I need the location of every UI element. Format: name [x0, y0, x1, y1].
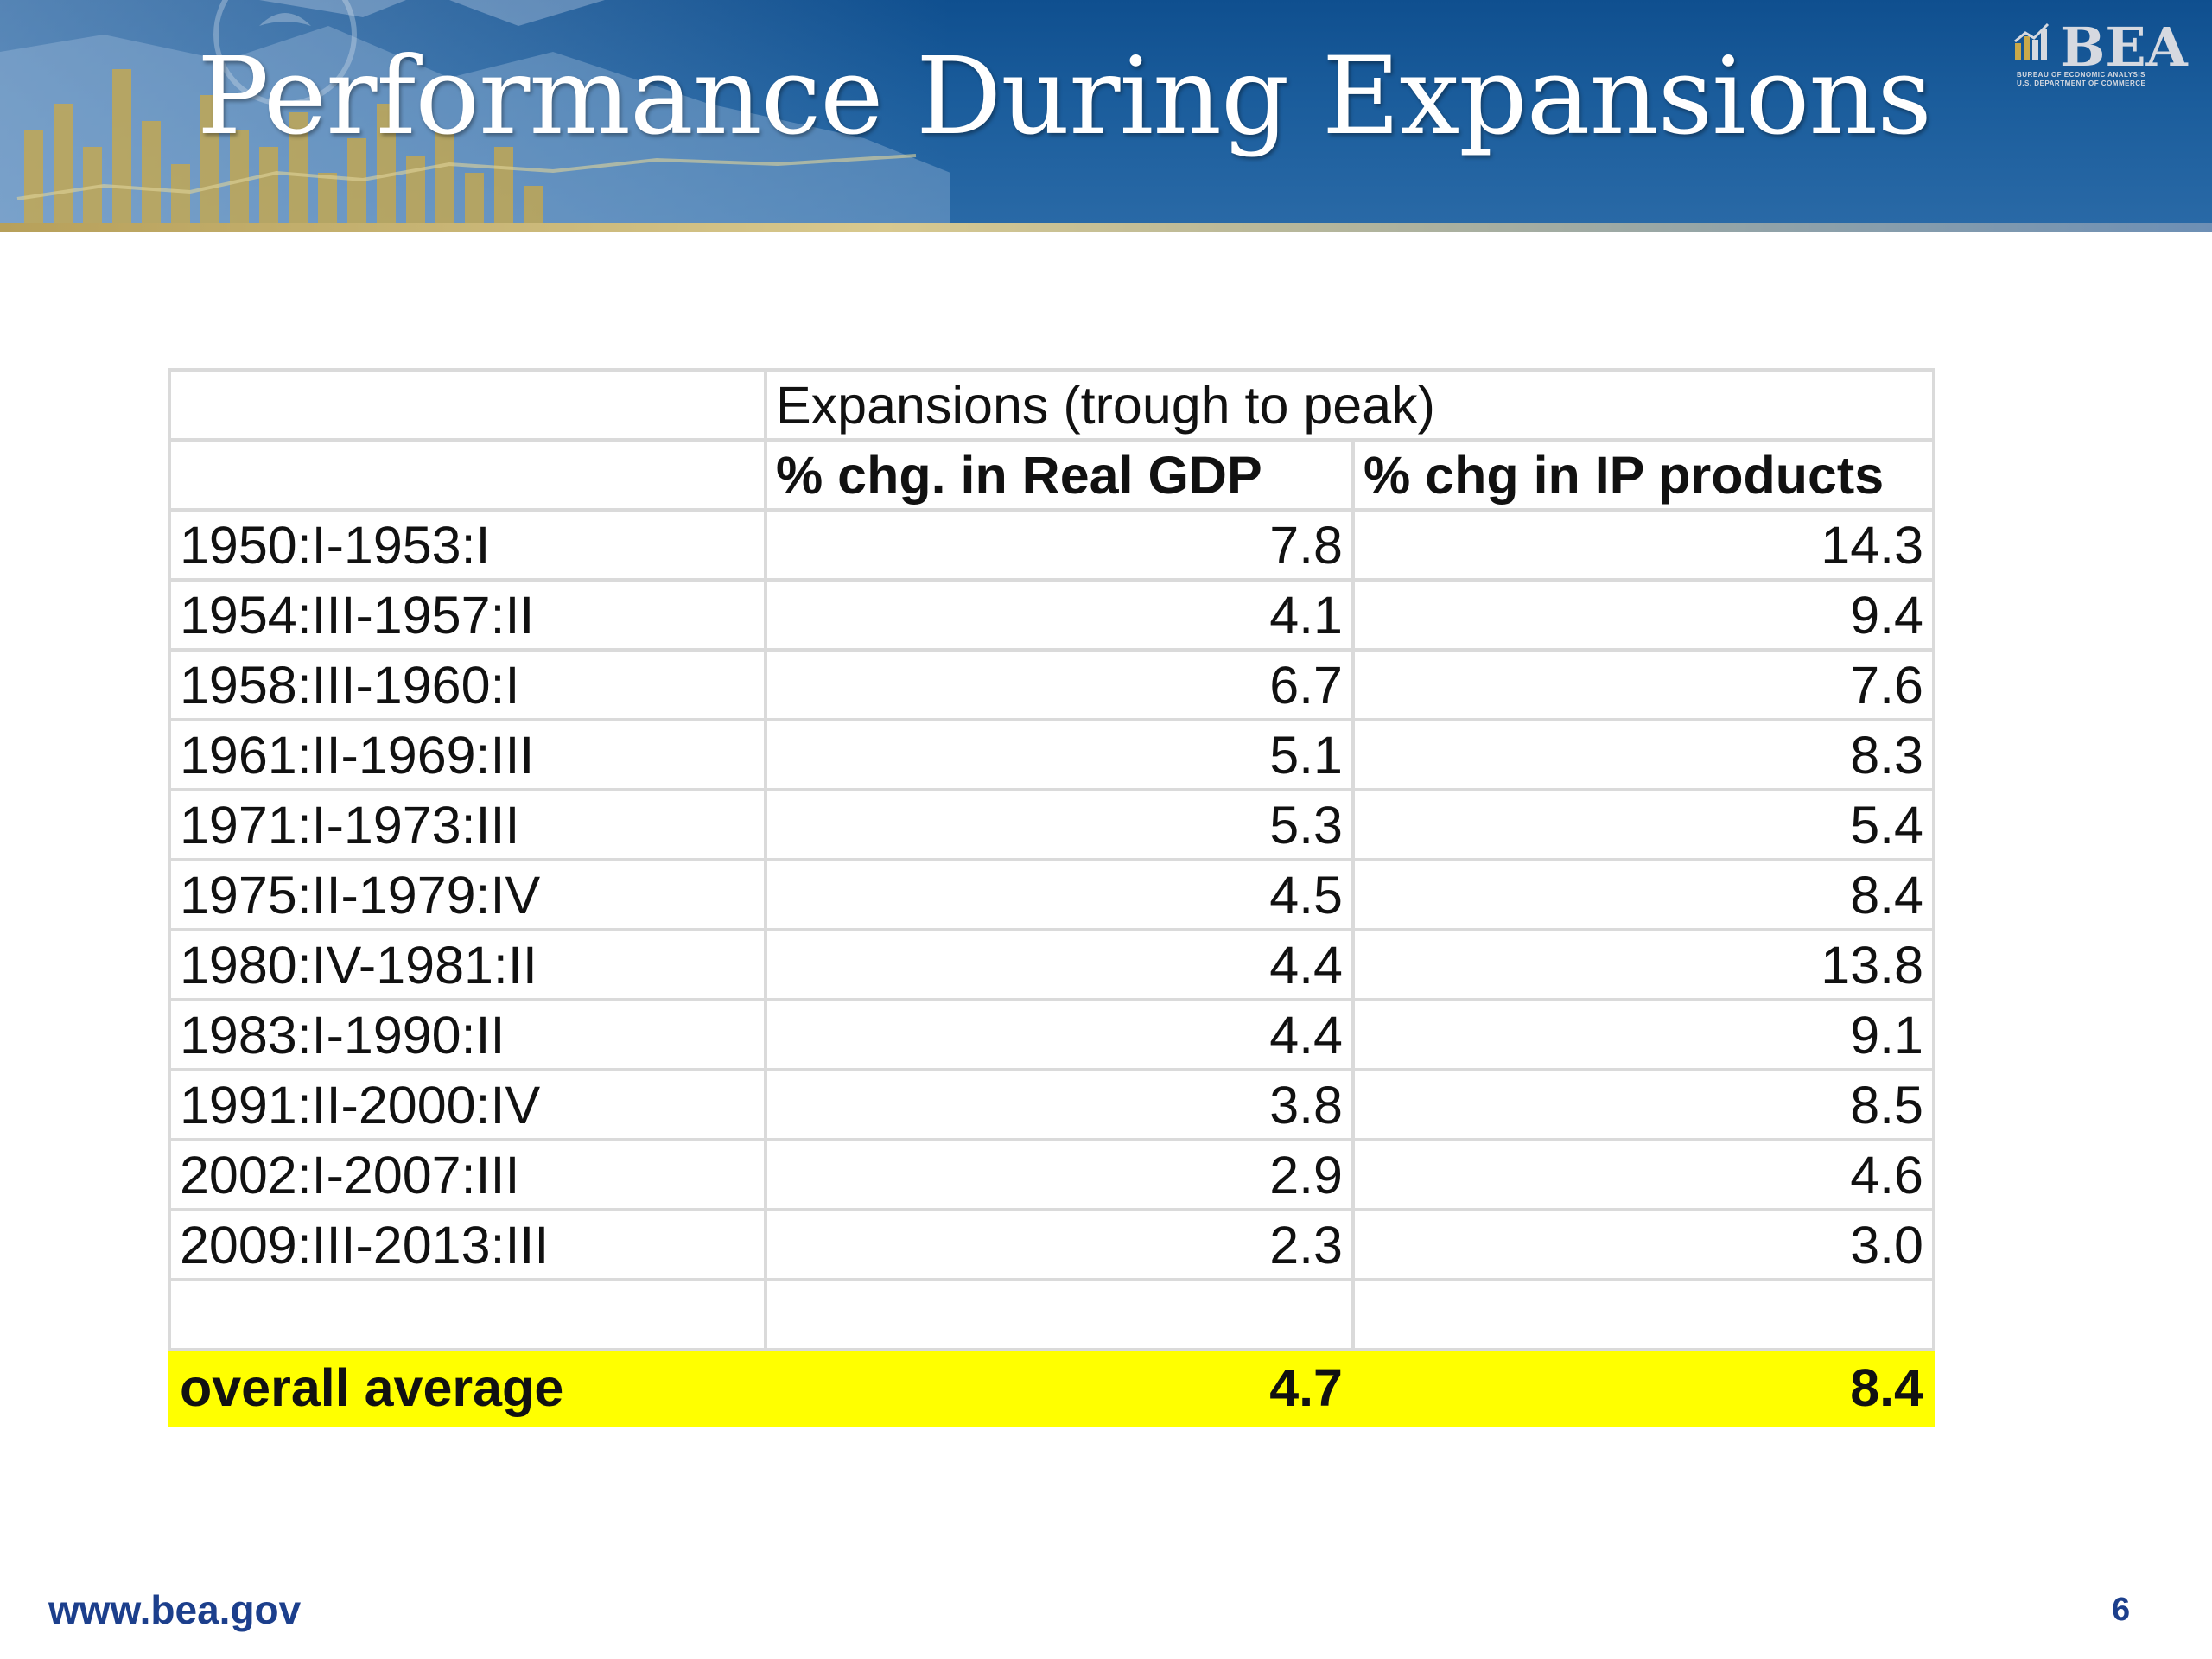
- banner-background-graphic: [0, 0, 950, 232]
- page-number: 6: [2112, 1592, 2131, 1628]
- row-gdp-change: 7.8: [764, 508, 1355, 582]
- row-gdp-change: 3.8: [764, 1068, 1355, 1141]
- table-row: 1961:II-1969:III 5.1 8.3: [168, 718, 1936, 791]
- header-empty-cell: [168, 438, 767, 512]
- table-blank-row: [168, 1278, 1936, 1351]
- row-gdp-change: 5.3: [764, 788, 1355, 861]
- table-row: 1980:IV-1981:II 4.4 13.8: [168, 928, 1936, 1001]
- table-row: 1958:III-1960:I 6.7 7.6: [168, 648, 1936, 721]
- row-ip-change: 13.8: [1351, 928, 1936, 1001]
- table-column-header-row: % chg. in Real GDP % chg in IP products: [168, 438, 1936, 512]
- row-gdp-change: 5.1: [764, 718, 1355, 791]
- column-header-gdp: % chg. in Real GDP: [764, 438, 1355, 512]
- row-ip-change: 7.6: [1351, 648, 1936, 721]
- logo-wordmark: BEA: [2060, 16, 2188, 79]
- row-ip-change: 4.6: [1351, 1138, 1936, 1211]
- table-average-row: overall average 4.7 8.4: [168, 1348, 1936, 1427]
- row-ip-change: 14.3: [1351, 508, 1936, 582]
- logo-subtitle-department: U.S. DEPARTMENT OF COMMERCE: [2017, 79, 2146, 87]
- table-group-header-row: Expansions (trough to peak): [168, 368, 1936, 442]
- row-gdp-change: 2.3: [764, 1208, 1355, 1281]
- footer-website-link[interactable]: www.bea.gov: [48, 1587, 302, 1632]
- row-period: 1991:II-2000:IV: [168, 1068, 767, 1141]
- row-period: 2009:III-2013:III: [168, 1208, 767, 1281]
- table-row: 1975:II-1979:IV 4.5 8.4: [168, 858, 1936, 931]
- row-period: 2002:I-2007:III: [168, 1138, 767, 1211]
- table-row: 1983:I-1990:II 4.4 9.1: [168, 998, 1936, 1071]
- row-gdp-change: 4.4: [764, 998, 1355, 1071]
- table-row: 1971:I-1973:III 5.3 5.4: [168, 788, 1936, 861]
- row-period: 1975:II-1979:IV: [168, 858, 767, 931]
- table-row: 1991:II-2000:IV 3.8 8.5: [168, 1068, 1936, 1141]
- group-header: Expansions (trough to peak): [764, 368, 1936, 442]
- table-row: 2002:I-2007:III 2.9 4.6: [168, 1138, 1936, 1211]
- row-gdp-change: 2.9: [764, 1138, 1355, 1211]
- row-ip-change: 5.4: [1351, 788, 1936, 861]
- slide-title: Performance During Expansions: [197, 35, 1932, 159]
- row-gdp-change: 4.5: [764, 858, 1355, 931]
- header-banner: Performance During Expansions BEA BUREAU…: [0, 0, 2212, 232]
- row-period: 1983:I-1990:II: [168, 998, 767, 1071]
- average-label: overall average: [168, 1348, 767, 1427]
- row-period: 1961:II-1969:III: [168, 718, 767, 791]
- row-period: 1954:III-1957:II: [168, 578, 767, 652]
- row-gdp-change: 4.1: [764, 578, 1355, 652]
- row-gdp-change: 4.4: [764, 928, 1355, 1001]
- row-ip-change: 9.4: [1351, 578, 1936, 652]
- table-row: 1954:III-1957:II 4.1 9.4: [168, 578, 1936, 652]
- table-row: 1950:I-1953:I 7.8 14.3: [168, 508, 1936, 582]
- average-ip: 8.4: [1351, 1348, 1936, 1427]
- average-gdp: 4.7: [764, 1348, 1355, 1427]
- bea-logo: BEA BUREAU OF ECONOMIC ANALYSIS U.S. DEP…: [2013, 16, 2188, 87]
- row-gdp-change: 6.7: [764, 648, 1355, 721]
- banner-divider: [0, 223, 2212, 232]
- header-empty-cell: [168, 368, 767, 442]
- table-body: 1950:I-1953:I 7.8 14.3 1954:III-1957:II 4.1 9…: [168, 508, 1936, 1281]
- row-period: 1950:I-1953:I: [168, 508, 767, 582]
- column-header-ip: % chg in IP products: [1351, 438, 1936, 512]
- row-ip-change: 8.5: [1351, 1068, 1936, 1141]
- row-period: 1958:III-1960:I: [168, 648, 767, 721]
- row-period: 1971:I-1973:III: [168, 788, 767, 861]
- logo-subtitle-bureau: BUREAU OF ECONOMIC ANALYSIS: [2017, 71, 2145, 79]
- row-period: 1980:IV-1981:II: [168, 928, 767, 1001]
- expansions-table: Expansions (trough to peak) % chg. in Re…: [168, 368, 1936, 1427]
- bea-chart-icon: [2014, 22, 2050, 60]
- row-ip-change: 9.1: [1351, 998, 1936, 1071]
- table-row: 2009:III-2013:III 2.3 3.0: [168, 1208, 1936, 1281]
- row-ip-change: 3.0: [1351, 1208, 1936, 1281]
- row-ip-change: 8.4: [1351, 858, 1936, 931]
- row-ip-change: 8.3: [1351, 718, 1936, 791]
